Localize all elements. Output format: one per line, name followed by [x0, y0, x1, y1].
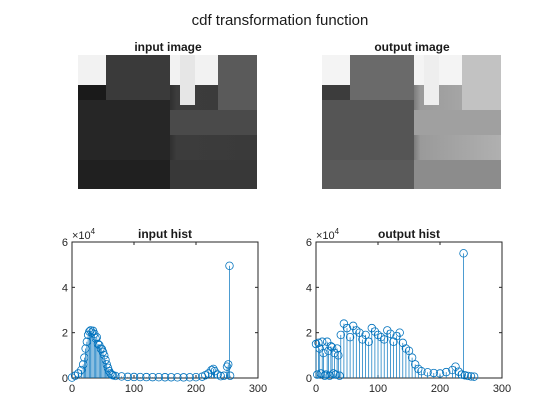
output-hist-marker — [376, 333, 386, 342]
output-hist-marker — [345, 333, 355, 342]
input-hist-marker — [222, 362, 232, 371]
input-hist-title: input hist — [138, 227, 192, 241]
input-hist-marker — [142, 372, 151, 382]
input-hist-marker — [92, 333, 101, 342]
output-hist-marker — [411, 360, 420, 369]
output-hist-ytick-label: 0 — [306, 373, 312, 385]
output-hist-marker — [334, 351, 343, 360]
output-hist-marker — [342, 323, 352, 333]
input-hist-ytick-label: 6 — [62, 237, 68, 249]
output-image-title: output image — [374, 40, 450, 54]
output-hist-marker — [364, 337, 373, 346]
output-hist-marker — [407, 353, 417, 362]
output-hist-marker — [404, 346, 414, 355]
output-image — [322, 55, 501, 189]
output-hist-xtick-label: 0 — [313, 383, 319, 395]
input-hist-marker — [216, 371, 225, 381]
output-hist-marker — [373, 330, 383, 340]
input-hist-marker — [103, 363, 113, 372]
output-hist-marker — [380, 335, 389, 344]
output-hist-marker — [429, 368, 438, 378]
output-hist-marker — [336, 330, 345, 340]
output-hist-marker — [451, 362, 460, 371]
output-hist-marker — [417, 367, 426, 376]
input-image-title: input image — [134, 40, 202, 54]
input-hist-xtick-label: 100 — [125, 383, 143, 395]
input-hist-marker — [148, 372, 157, 382]
input-hist-marker — [111, 371, 120, 381]
output-hist-marker — [435, 369, 445, 378]
output-hist-marker — [349, 321, 358, 331]
input-hist-marker — [166, 373, 176, 382]
input-hist-marker — [179, 373, 188, 382]
output-hist-y-exponent: ×104 — [316, 227, 340, 242]
output-hist-marker — [386, 329, 395, 338]
output-hist-marker — [355, 328, 364, 337]
input-hist-ytick-label: 4 — [62, 282, 68, 294]
input-hist-marker — [224, 360, 233, 369]
output-hist-marker — [339, 319, 349, 328]
output-hist-marker — [358, 335, 367, 344]
output-hist-marker — [352, 326, 361, 335]
input-hist-marker — [135, 372, 145, 382]
figure-title: cdf transformation function — [192, 12, 369, 29]
input-hist-marker — [106, 369, 115, 378]
output-hist-axes: output hist 0 100 200 300 0 2 4 6 ×104 — [306, 227, 511, 395]
input-hist-marker — [160, 373, 170, 382]
output-hist-marker — [335, 371, 344, 380]
input-hist-marker — [219, 371, 229, 380]
output-hist-marker — [463, 371, 473, 381]
output-hist-marker — [327, 343, 337, 352]
input-hist-marker — [77, 365, 86, 375]
output-hist-xtick-label: 200 — [431, 383, 449, 395]
input-hist-marker — [117, 372, 126, 381]
input-hist-marker — [70, 371, 80, 380]
input-hist-marker — [123, 372, 132, 382]
input-hist-marker — [225, 261, 234, 270]
input-hist-marker — [225, 371, 235, 380]
input-hist-marker — [173, 373, 182, 382]
output-hist-xtick-label: 300 — [493, 383, 511, 395]
input-hist-marker — [191, 373, 201, 382]
output-hist-marker — [326, 342, 336, 351]
output-hist-marker — [466, 372, 476, 381]
input-hist-axes: input hist 0 100 200 300 0 2 4 6 ×104 — [62, 227, 267, 395]
output-hist-marker — [414, 364, 423, 374]
output-hist-ytick-label: 6 — [306, 237, 312, 249]
input-hist-marker — [91, 334, 100, 343]
output-hist-marker — [454, 367, 463, 376]
input-hist-marker — [129, 372, 139, 382]
input-hist-xtick-label: 300 — [249, 383, 267, 395]
output-hist-marker — [331, 370, 341, 379]
input-hist-ytick-label: 2 — [62, 328, 68, 340]
output-hist-ytick-label: 2 — [306, 328, 312, 340]
output-hist-marker — [442, 367, 451, 377]
input-hist-marker — [185, 373, 194, 382]
input-image — [78, 55, 257, 189]
input-hist-xtick-label: 200 — [187, 383, 205, 395]
output-hist-marker — [395, 328, 404, 337]
input-hist-marker — [209, 364, 218, 374]
output-hist-marker — [401, 344, 411, 353]
output-hist-marker — [361, 330, 370, 340]
output-hist-ytick-label: 4 — [306, 282, 312, 294]
input-hist-y-exponent: ×104 — [72, 227, 96, 242]
output-hist-marker — [318, 337, 327, 346]
output-hist-marker — [423, 368, 432, 377]
input-hist-marker — [101, 355, 110, 365]
output-hist-marker — [459, 249, 468, 258]
input-hist-ytick-label: 0 — [62, 373, 68, 385]
input-hist-marker — [154, 373, 163, 382]
output-hist-xtick-label: 100 — [369, 383, 387, 395]
output-hist-marker — [469, 372, 479, 381]
input-hist-marker — [100, 351, 109, 360]
input-hist-marker — [107, 370, 116, 379]
output-hist-title: output hist — [378, 227, 440, 241]
input-hist-xtick-label: 0 — [69, 383, 75, 395]
output-hist-marker — [460, 371, 469, 380]
output-hist-marker — [457, 370, 466, 379]
input-hist-marker — [98, 347, 108, 357]
